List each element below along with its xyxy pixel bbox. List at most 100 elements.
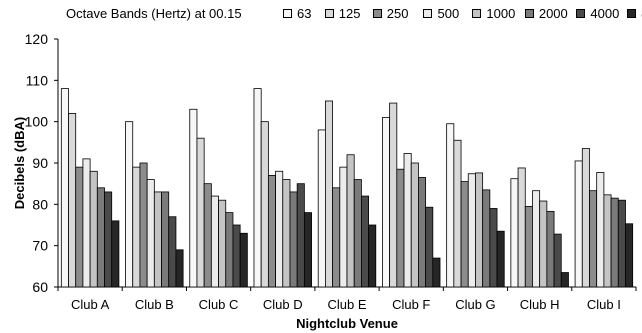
bar: [581, 148, 590, 288]
bar: [168, 216, 177, 288]
bar: [489, 208, 498, 288]
bar: [482, 189, 491, 288]
legend-swatch: [524, 9, 534, 18]
bar: [524, 205, 533, 288]
x-tick-label: Club C: [199, 297, 239, 312]
bar: [353, 179, 362, 288]
legend-item-4000: 4000: [576, 6, 619, 21]
bar: [253, 88, 262, 288]
y-tick-label: 90: [32, 155, 48, 171]
bar: [196, 137, 205, 288]
bar: [553, 233, 562, 288]
legend-item-1000: 1000: [472, 6, 515, 21]
bar: [89, 170, 98, 288]
bar: [239, 232, 248, 288]
bar: [104, 191, 113, 288]
legend-item-125: 125: [324, 6, 361, 21]
bar: [446, 123, 455, 288]
bar: [539, 200, 548, 288]
bar: [532, 190, 541, 288]
bar: [389, 102, 398, 288]
bar: [82, 158, 91, 288]
x-tick-label: Club H: [520, 297, 560, 312]
bar: [225, 212, 234, 288]
bar: [75, 166, 84, 288]
y-tick-label: 80: [32, 196, 48, 212]
bar: [68, 113, 77, 288]
bar: [132, 166, 141, 288]
bar: [475, 172, 484, 288]
bar: [467, 173, 476, 288]
legend-swatch: [472, 9, 482, 18]
legend-swatch: [372, 9, 382, 18]
legend-label: 250: [386, 6, 409, 21]
bar: [332, 187, 341, 288]
bar: [432, 257, 441, 288]
bar: [317, 129, 326, 288]
bar: [139, 162, 148, 288]
legend-label: 2000: [538, 6, 568, 21]
y-tick-label: 100: [25, 114, 49, 130]
legend-label: 4000: [590, 6, 620, 21]
bar: [232, 224, 241, 288]
y-tick-label: 70: [32, 238, 48, 254]
bar: [275, 170, 284, 288]
y-axis-title: Decibels (dBA): [12, 117, 27, 209]
legend-item-250: 250: [372, 6, 409, 21]
x-tick-label: Club A: [71, 297, 110, 312]
legend-swatch: [324, 9, 334, 18]
legend-label: 500: [437, 6, 460, 21]
bar: [589, 190, 598, 288]
legend-item-63: 63: [283, 6, 311, 21]
bar: [453, 139, 462, 288]
bar: [303, 212, 312, 288]
x-tick-label: Club D: [263, 297, 303, 312]
bar: [60, 88, 69, 288]
bar: [125, 121, 134, 288]
bar: [153, 191, 162, 288]
bar: [382, 117, 391, 288]
bar: [574, 160, 583, 288]
bar: [96, 187, 105, 288]
bar: [289, 191, 298, 288]
bar: [418, 177, 427, 288]
bar: [175, 249, 184, 288]
legend-swatch: [423, 9, 433, 18]
bar: [603, 194, 612, 288]
y-tick-label: 110: [26, 72, 49, 88]
bar: [610, 197, 619, 288]
bar: [161, 191, 170, 288]
bar: [560, 272, 569, 288]
x-tick-label: Club G: [455, 297, 495, 312]
bar: [346, 154, 355, 288]
x-tick-label: Club I: [587, 297, 621, 312]
bar: [410, 162, 419, 288]
legend-label: 125: [338, 6, 361, 21]
bar: [282, 179, 291, 288]
bar: [324, 100, 333, 288]
y-tick-label: 60: [32, 279, 48, 295]
bar: [510, 178, 519, 288]
bar: [403, 153, 412, 288]
x-tick-label: Club B: [135, 297, 174, 312]
x-tick-label: Club E: [327, 297, 366, 312]
legend-title: Octave Bands (Hertz) at 00.15: [66, 6, 242, 21]
legend-label: 1000: [486, 6, 516, 21]
bar: [496, 230, 505, 288]
bar: [189, 108, 198, 288]
bar: [267, 174, 276, 288]
bar: [296, 183, 305, 288]
bar: [368, 224, 377, 288]
bar: [546, 210, 555, 288]
legend-item-2000: 2000: [524, 6, 568, 21]
bar: [360, 195, 369, 288]
legend-swatch: [576, 9, 586, 18]
bar: [517, 167, 526, 288]
y-tick-label: 120: [25, 31, 49, 47]
bar: [111, 220, 120, 288]
bar: [260, 121, 269, 288]
bar: [203, 183, 212, 288]
bar: [210, 195, 219, 288]
x-tick-label: Club F: [392, 297, 430, 312]
